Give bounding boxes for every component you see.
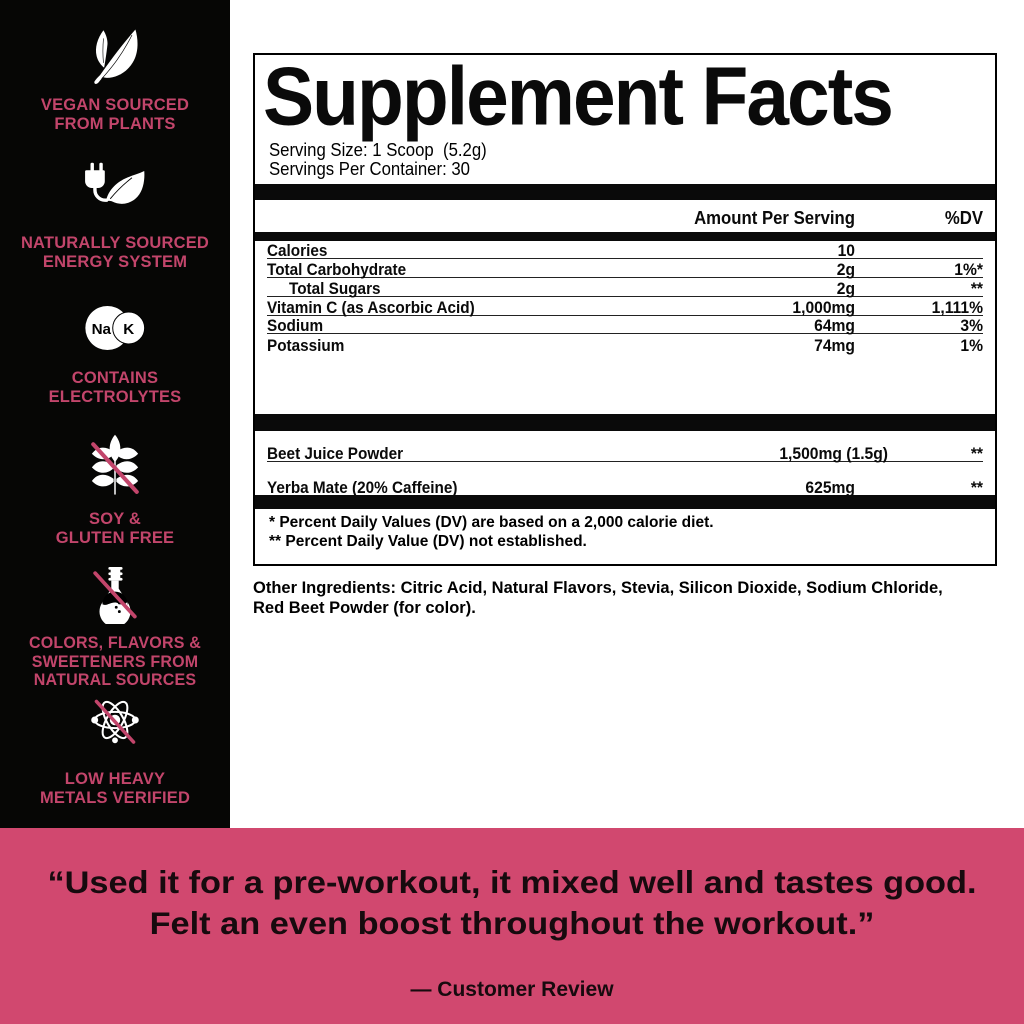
svg-text:K: K <box>123 321 134 338</box>
svg-text:Na: Na <box>92 321 112 338</box>
